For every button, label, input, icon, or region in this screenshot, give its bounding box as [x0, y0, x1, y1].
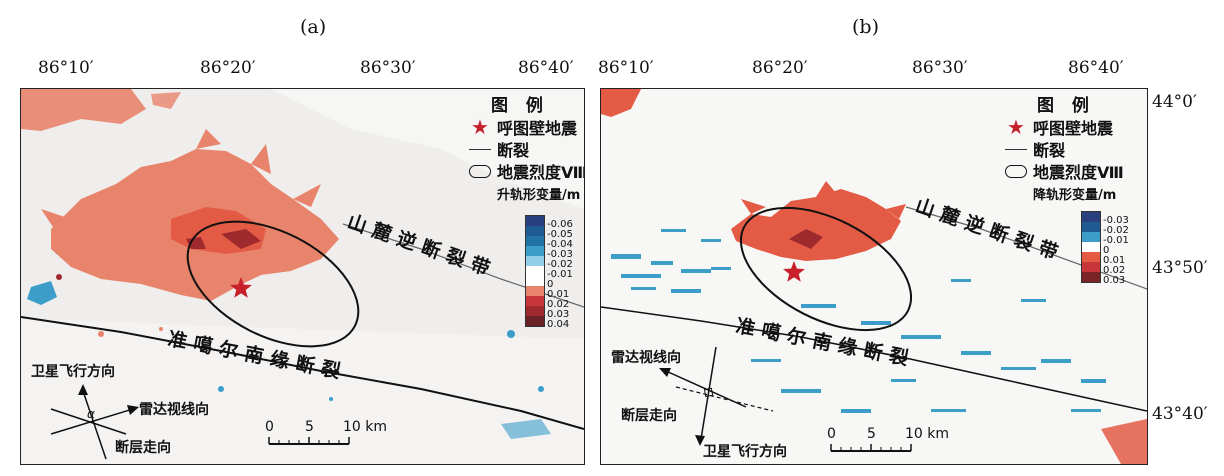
- legend-fault: 断裂: [497, 141, 530, 160]
- fault-line-b-south: [601, 306, 1147, 412]
- legend-intensity: 地震烈度Ⅷ: [497, 163, 585, 182]
- direction-strike-b: 断层走向: [621, 408, 677, 424]
- lon-tick-a-3: 86°30′: [360, 58, 416, 78]
- cb-b-5: 0.02: [1103, 265, 1126, 276]
- scale-b-10: 10 km: [905, 426, 950, 442]
- cb-a-5: -0.01: [547, 269, 573, 280]
- fault-line-icon: [469, 148, 491, 150]
- direction-radar-b: 雷达视线向: [611, 350, 681, 366]
- lat-tick-b-3: 43°40′: [1152, 404, 1208, 424]
- direction-radar-a: 雷达视线向: [139, 402, 209, 418]
- ellipse-icon: [469, 164, 491, 178]
- epicenter-star-a: [230, 277, 252, 298]
- scale-b-5: 5: [867, 426, 876, 442]
- fault-line-icon: [1005, 148, 1027, 150]
- cb-a-1: -0.05: [547, 229, 573, 240]
- panel-b-label: (b): [852, 16, 879, 38]
- lon-tick-b-2: 86°20′: [752, 58, 808, 78]
- legend-intensity: 地震烈度Ⅷ: [1033, 163, 1124, 182]
- legend-title: 图 例: [491, 96, 549, 116]
- colorbar-a: [525, 215, 545, 327]
- cb-a-10: 0.04: [547, 319, 570, 330]
- cb-a-4: -0.02: [547, 259, 573, 270]
- lon-tick-b-4: 86°40′: [1068, 58, 1124, 78]
- cb-a-7: 0.01: [547, 289, 570, 300]
- cb-b-2: -0.01: [1103, 235, 1129, 246]
- colorbar-title-b: 降轨形变量/m: [1033, 188, 1117, 203]
- lon-tick-a-2: 86°20′: [200, 58, 256, 78]
- map-panel-b[interactable]: 图 例 ★ 呼图壁地震 断裂 地震烈度Ⅷ 降轨形变量/m -0.03 -0.02 …: [600, 88, 1148, 465]
- scale-a-0: 0: [265, 419, 274, 435]
- lon-tick-b-1: 86°10′: [598, 58, 654, 78]
- intensity-ellipse-b: [739, 206, 913, 332]
- direction-satellite-b: 卫星飞行方向: [703, 444, 787, 460]
- scale-a-5: 5: [305, 419, 314, 435]
- cb-a-6: 0: [547, 279, 554, 290]
- cb-b-6: 0.03: [1103, 275, 1126, 286]
- scale-b-0: 0: [827, 426, 836, 442]
- lat-tick-b-1: 44°0′: [1152, 92, 1197, 112]
- lon-tick-a-1: 86°10′: [38, 58, 94, 78]
- intensity-ellipse-a: [186, 220, 360, 348]
- cb-b-3: 0: [1103, 245, 1110, 256]
- cb-a-3: -0.03: [547, 249, 573, 260]
- cb-a-0: -0.06: [547, 219, 573, 230]
- direction-angle-a: α: [87, 407, 95, 421]
- cb-a-9: 0.03: [547, 309, 570, 320]
- direction-strike-a: 断层走向: [115, 440, 171, 456]
- legend-fault: 断裂: [1033, 141, 1066, 160]
- scale-a-10: 10 km: [343, 419, 388, 435]
- legend-a: 图 例 ★ 呼图壁地震 断裂 地震烈度Ⅷ 升轨形变量/m: [467, 91, 585, 203]
- map-a-canvas: [21, 89, 584, 464]
- cb-b-4: 0.01: [1103, 255, 1126, 266]
- panel-a-label: (a): [300, 16, 327, 38]
- lon-tick-a-4: 86°40′: [518, 58, 574, 78]
- legend-epicenter: 呼图壁地震: [1033, 119, 1114, 138]
- lat-tick-b-2: 43°50′: [1152, 258, 1208, 278]
- colorbar-title-a: 升轨形变量/m: [497, 188, 581, 203]
- lon-tick-b-3: 86°30′: [912, 58, 968, 78]
- legend-epicenter: 呼图壁地震: [497, 119, 578, 138]
- star-icon: ★: [1007, 115, 1025, 139]
- direction-satellite-a: 卫星飞行方向: [31, 364, 115, 380]
- colorbar-b: [1081, 211, 1101, 283]
- map-b-canvas: [601, 89, 1147, 464]
- map-panel-a[interactable]: 图 例 ★ 呼图壁地震 断裂 地震烈度Ⅷ 升轨形变量/m -0.06 -0.05 …: [20, 88, 585, 465]
- cb-b-0: -0.03: [1103, 215, 1129, 226]
- fault-line-a-south: [21, 316, 584, 430]
- star-icon: ★: [471, 115, 489, 139]
- cb-a-2: -0.04: [547, 239, 573, 250]
- cb-b-1: -0.02: [1103, 225, 1129, 236]
- ellipse-icon: [1005, 164, 1027, 178]
- legend-b: 图 例 ★ 呼图壁地震 断裂 地震烈度Ⅷ 降轨形变量/m: [1003, 91, 1124, 203]
- cb-a-8: 0.02: [547, 299, 570, 310]
- legend-title: 图 例: [1037, 96, 1095, 116]
- epicenter-star-b: [783, 261, 805, 282]
